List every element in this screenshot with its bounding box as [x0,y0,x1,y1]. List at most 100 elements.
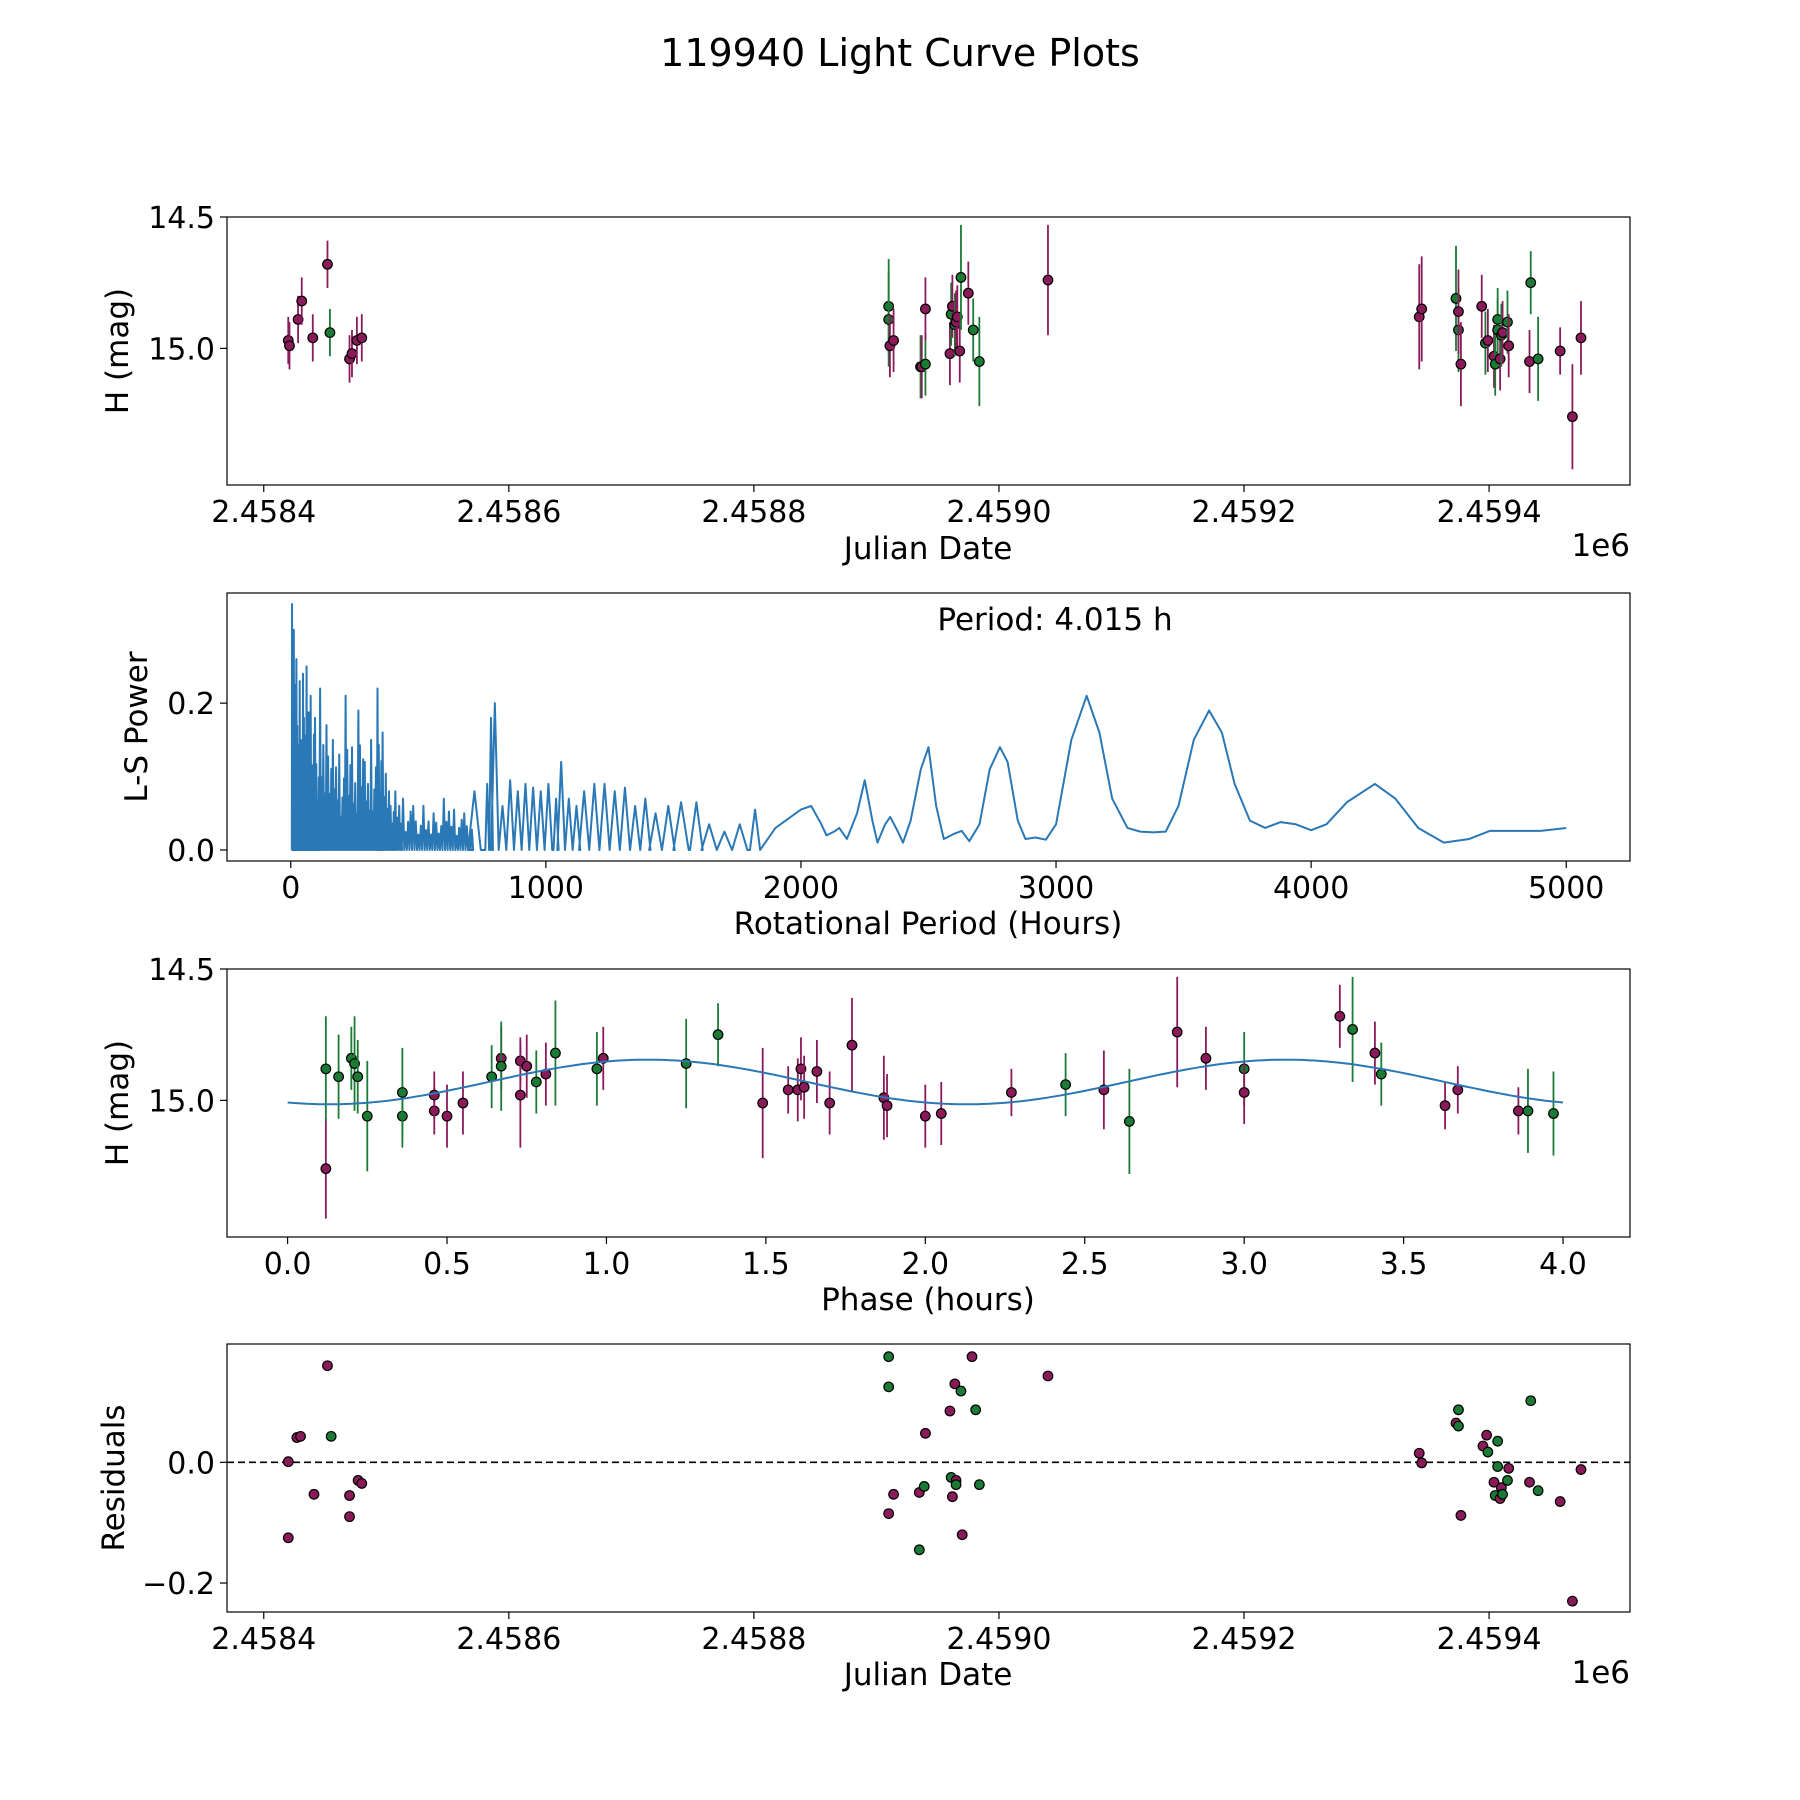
data-point [295,1430,306,1442]
data-point [352,1071,364,1083]
data-point [1450,293,1462,304]
data-point [1171,1026,1183,1038]
periodogram-marks [290,603,1567,851]
data-point [521,1060,533,1072]
data-point [888,1488,899,1500]
x-tick-label: 2.4594 [1437,1622,1542,1657]
data-point [757,1097,769,1109]
data-point [1439,1100,1451,1112]
data-point [935,1108,947,1119]
data-point [1488,1476,1500,1488]
data-point [1524,1476,1535,1488]
data-point [550,1047,561,1059]
data-point [1554,345,1566,357]
y-tick-label: 0.0 [167,834,215,869]
data-point [322,258,333,270]
x-tick-label: 3.5 [1380,1247,1428,1282]
data-point [1042,274,1054,286]
y-tick-label: 0.0 [167,1446,215,1481]
data-point [282,1456,294,1468]
data-point [1492,1435,1504,1447]
data-point [956,1529,968,1541]
x-tick-label: 2.4592 [1192,1622,1297,1657]
data-point [782,1084,794,1096]
data-point [883,1508,895,1520]
data-point [1369,1047,1381,1059]
x-tick-label: 5000 [1528,871,1604,906]
phased-marks [287,976,1564,1219]
data-point [320,1163,332,1175]
light-curve-panel: 2.4584 2.4586 2.4588 2.4590 2.4592 2.4594 14.5… [100,201,1631,567]
residuals-xlabel: Julian Date [842,1657,1013,1693]
residuals-panel: 2.4584 2.4586 2.4588 2.4590 2.4592 2.4594 −0.2… [96,1343,1631,1693]
data-point [457,1097,469,1109]
data-point [1502,1475,1513,1486]
x-tick-label: 2.4590 [946,495,1051,530]
x-tick-label: 2.4588 [701,1622,806,1657]
data-point [950,1479,962,1491]
data-point [811,1066,823,1077]
data-point [356,1478,368,1489]
x-tick-label: 1000 [508,871,584,906]
data-point [1042,1370,1054,1382]
data-point [973,356,985,367]
phased-ylabel: H (mag) [100,1040,136,1166]
x-tick-label: 2000 [763,871,839,906]
data-point [1416,303,1428,315]
data-point [325,1430,337,1442]
data-point [1455,1510,1467,1521]
data-point [1455,358,1467,370]
data-point [1006,1087,1017,1098]
y-tick-label: 15.0 [148,1084,215,1119]
data-point [918,1481,930,1492]
x-tick-label: 0 [281,871,300,906]
data-point [333,1071,345,1083]
data-point [973,1479,985,1491]
data-point [920,358,931,370]
data-point [955,1385,967,1397]
data-point [1532,1485,1544,1497]
residuals-frame [226,1343,1631,1613]
x-tick-label: 2.4588 [701,495,806,530]
data-point [1494,353,1506,365]
data-point [1554,1496,1566,1507]
light-curve-offset-label: 1e6 [1571,528,1630,564]
periodogram-frame [226,592,1631,862]
data-point [320,1063,332,1075]
data-point [846,1039,858,1051]
periodogram-ylabel: L-S Power [119,651,155,802]
data-point [1375,1068,1387,1080]
x-tick-label: 2.4586 [456,1622,561,1657]
data-point [292,314,304,325]
data-point [949,1378,961,1390]
light-curve-xlabel: Julian Date [842,531,1013,567]
x-tick-label: 2.4594 [1437,495,1542,530]
y-tick-label: −0.2 [142,1567,215,1602]
y-tick-label: 15.0 [148,332,215,367]
data-point [1567,411,1578,423]
data-point [495,1060,507,1072]
phased-panel: 0.0 0.5 1.0 1.5 2.0 2.5 3.0 3.5 4.0 14.5 15.0 Phas… [100,953,1631,1318]
periodogram-annotation: Period: 4.015 h [937,602,1172,638]
residuals-ylabel: Residuals [96,1404,132,1551]
data-point [919,1110,931,1122]
data-point [361,1110,373,1122]
data-point [322,1360,333,1372]
data-point [954,345,966,357]
x-tick-label: 4.0 [1539,1247,1587,1282]
data-point [944,348,956,360]
data-point [344,1490,355,1501]
data-point [1482,1446,1494,1458]
data-point [1334,1010,1346,1022]
x-tick-label: 1.0 [583,1247,631,1282]
data-point [307,332,319,344]
x-tick-label: 2.4584 [211,495,316,530]
residuals-marks [227,1351,1630,1607]
x-tick-label: 2.4586 [456,495,561,530]
data-point [514,1089,526,1101]
data-point [1238,1087,1250,1098]
data-point [883,1351,895,1363]
data-point [1482,335,1494,346]
data-point [1476,300,1488,312]
data-point [1481,1429,1493,1441]
